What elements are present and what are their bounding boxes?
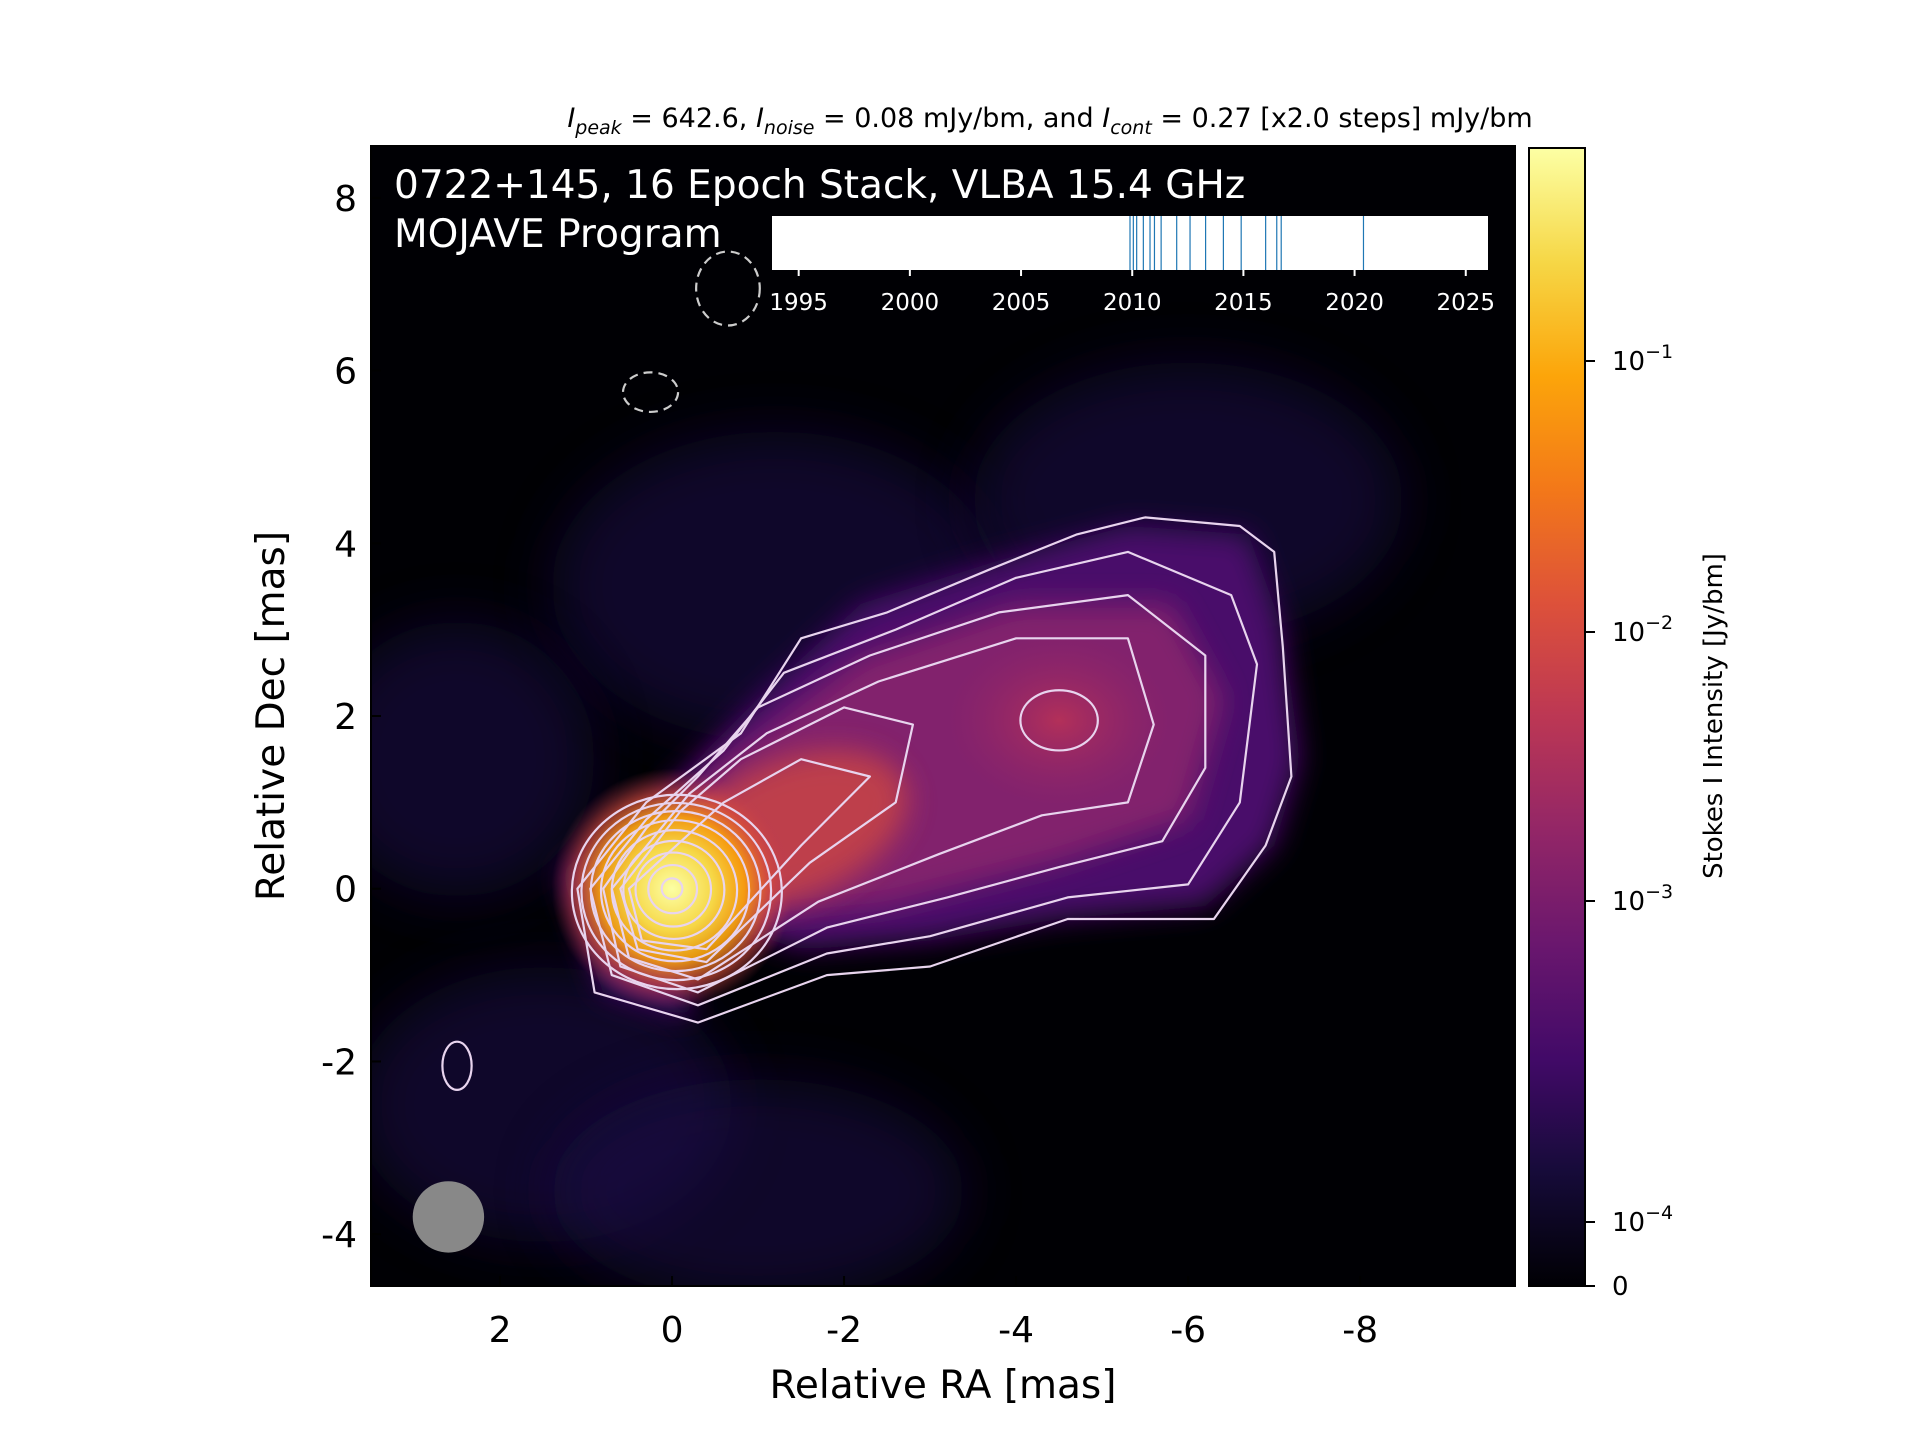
timeline-tick-label: 2020 [1325, 290, 1384, 316]
colorbar-tick-label: 10−4 [1612, 1202, 1673, 1238]
y-tick-label: 0 [334, 870, 357, 911]
beam-ellipse [412, 1181, 485, 1253]
colorbar [1528, 147, 1586, 1287]
colorbar-tick-label: 0 [1612, 1272, 1629, 1302]
colorbar-label: Stokes I Intensity [Jy/bm] [1699, 553, 1729, 879]
negative-contours [621, 250, 761, 414]
colorbar-tick-label: 10−2 [1612, 612, 1673, 648]
timeline-tick-label: 2000 [881, 290, 940, 316]
contour-jet [602, 594, 1207, 994]
y-tick-label: 4 [334, 524, 357, 565]
x-tick-label: 0 [661, 1310, 684, 1351]
x-tick-label: -4 [998, 1310, 1034, 1351]
y-tick-label: 2 [334, 697, 357, 738]
timeline-tick-label: 1995 [769, 290, 828, 316]
y-tick-label: 6 [334, 352, 357, 393]
colorbar-tick-label: 10−3 [1612, 881, 1673, 917]
contour-jet [589, 550, 1259, 1007]
timeline-tick-label: 2005 [992, 290, 1051, 316]
y-axis-label: Relative Dec [mas] [249, 531, 294, 901]
timeline-tick-label: 2015 [1214, 290, 1273, 316]
jet-emission [551, 526, 1300, 1019]
haze-blob [371, 621, 595, 897]
colorbar-ticks: 10−1 10−2 10−3 10−4 0 [1585, 341, 1673, 1302]
header-line: Ipeak = 642.6, Inoise = 0.08 mJy/bm, and… [567, 103, 1532, 139]
contour-knot [1019, 689, 1099, 752]
contour-core-ring [622, 839, 726, 941]
contour-jet [627, 758, 871, 951]
colorbar-tick-label: 10−1 [1612, 341, 1673, 377]
contour-lines [441, 516, 1293, 1091]
contour-core-ring [634, 851, 713, 928]
contour-core-ring [647, 863, 699, 915]
knot-glow [947, 634, 1171, 807]
y-tick-label: -4 [321, 1215, 357, 1256]
image-panel [371, 146, 1515, 1286]
negative-contour [621, 371, 680, 414]
x-tick-label: -8 [1342, 1310, 1378, 1351]
contour-core-ring [580, 801, 773, 982]
contour-jet [619, 706, 914, 964]
haze-blob [551, 1079, 965, 1286]
contour-core-ring [570, 793, 783, 991]
core-glow [551, 768, 793, 1010]
contour-core-ring [660, 877, 684, 901]
contour-isolated [441, 1040, 473, 1091]
negative-contour [695, 250, 761, 327]
plot-title-line2: MOJAVE Program [394, 212, 722, 257]
contour-jet [576, 516, 1293, 1024]
y-axis: -4 -2 0 2 4 6 8 [321, 179, 381, 1256]
plot-title-line1: 0722+145, 16 Epoch Stack, VLBA 15.4 GHz [394, 163, 1245, 208]
contour-core-ring [599, 819, 751, 963]
contour-jet [610, 637, 1155, 981]
epoch-timeline: 1995 2000 2005 2010 2015 2020 2025 [769, 216, 1495, 316]
x-tick-label: -6 [1170, 1310, 1206, 1351]
x-axis-label: Relative RA [mas] [770, 1363, 1117, 1408]
x-axis: 2 0 -2 -4 -6 -8 [489, 1276, 1378, 1351]
y-tick-label: 8 [334, 179, 357, 220]
timeline-tick-label: 2010 [1103, 290, 1162, 316]
x-tick-label: -2 [826, 1310, 862, 1351]
x-tick-label: 2 [489, 1310, 512, 1351]
y-tick-label: -2 [321, 1042, 357, 1083]
timeline-tick-label: 2025 [1436, 290, 1495, 316]
